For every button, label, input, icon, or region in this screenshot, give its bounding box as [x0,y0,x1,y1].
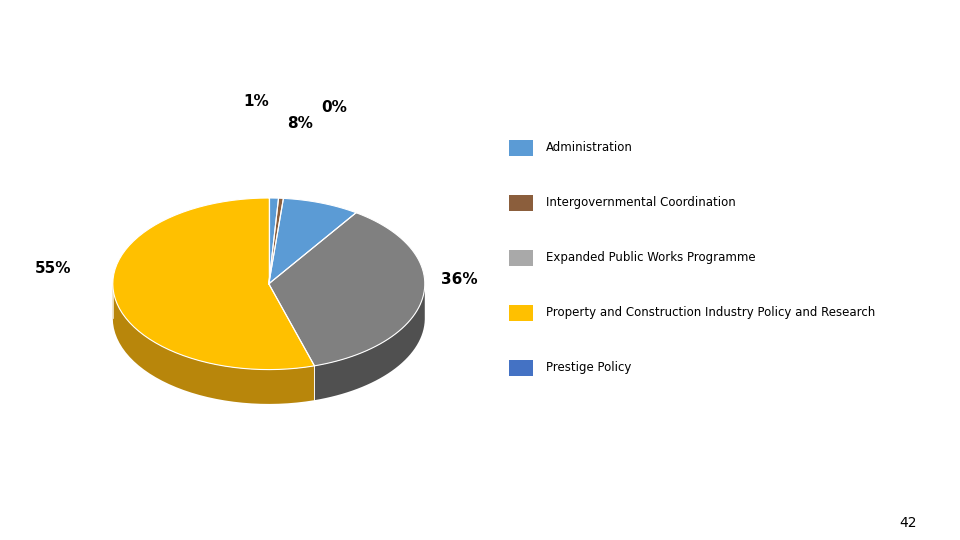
Bar [509,140,533,156]
Polygon shape [269,198,356,284]
Polygon shape [113,198,315,369]
Text: Budget Allocation per Programme Chart - 2019/20: Budget Allocation per Programme Chart - … [12,24,602,44]
Text: 8%: 8% [287,116,313,131]
Text: Prestige Policy: Prestige Policy [545,361,631,374]
Polygon shape [269,198,278,284]
Polygon shape [315,285,424,400]
Text: Administration: Administration [545,141,633,154]
Text: Intergovernmental Coordination: Intergovernmental Coordination [545,197,735,210]
Bar [509,249,533,266]
Polygon shape [269,198,283,284]
Bar [509,305,533,321]
Text: 0%: 0% [322,100,348,115]
Text: Expanded Public Works Programme: Expanded Public Works Programme [545,251,756,265]
Text: 1%: 1% [244,94,269,109]
Text: 36%: 36% [441,272,477,287]
Polygon shape [269,213,424,366]
Bar [509,360,533,376]
Text: 42: 42 [900,516,917,530]
Polygon shape [113,284,315,404]
Bar [509,195,533,211]
Text: Property and Construction Industry Policy and Research: Property and Construction Industry Polic… [545,306,875,319]
Text: 55%: 55% [36,261,72,276]
